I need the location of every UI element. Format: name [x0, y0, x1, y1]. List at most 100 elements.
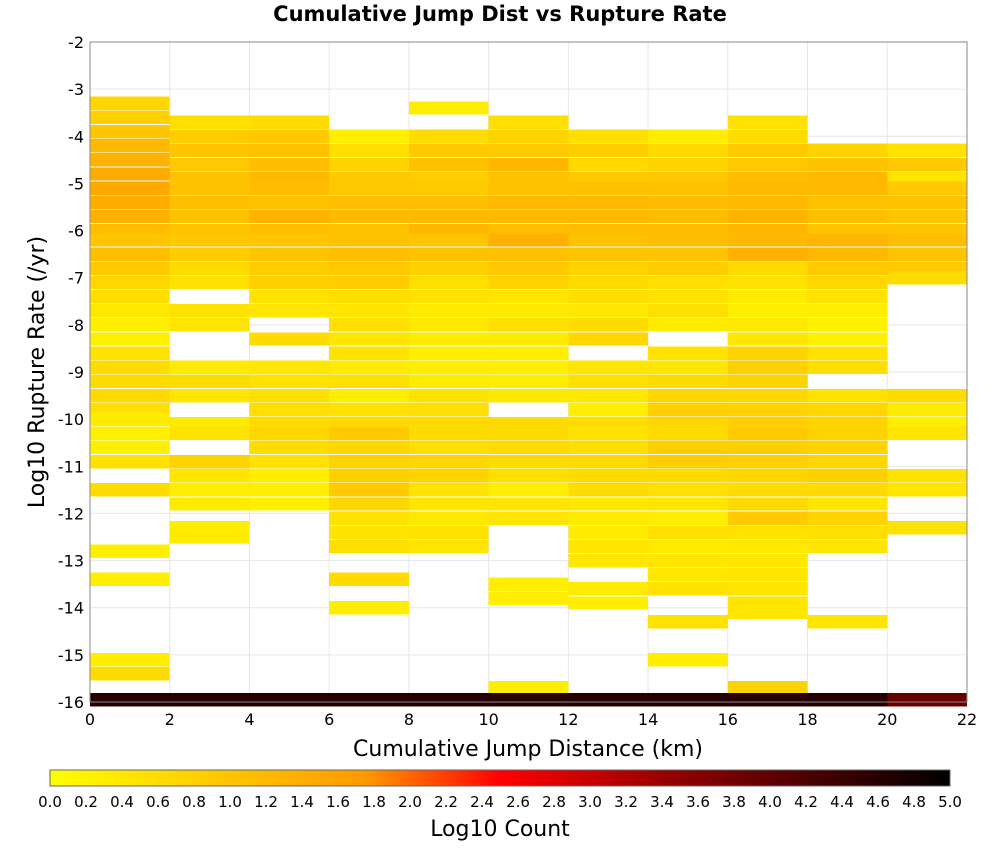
heatmap-cell [329, 600, 409, 615]
heatmap-cell [90, 96, 170, 111]
heatmap-cell [648, 143, 728, 158]
heatmap-cell [727, 567, 808, 582]
heatmap-cell [169, 209, 250, 224]
heatmap-cell [648, 454, 728, 469]
heatmap-cell [887, 270, 967, 285]
colorbar-tick-label: 3.6 [686, 793, 710, 811]
heatmap-cell [727, 681, 808, 695]
heatmap-cell [249, 275, 330, 290]
x-tick-label: 8 [404, 710, 414, 729]
heatmap-cell [408, 275, 489, 290]
heatmap-cell [887, 195, 967, 210]
heatmap-cell [648, 553, 728, 568]
heatmap-cell [887, 426, 967, 441]
heatmap-cell [488, 374, 569, 389]
heatmap-cell [727, 388, 808, 403]
heatmap-cell [408, 143, 489, 158]
colorbar-tick-labels: 0.0 0.2 0.4 0.6 0.8 1.0 1.2 1.4 1.6 1.8 2.0 2.2 2.4 2… [38, 793, 962, 811]
heatmap-cell [90, 261, 170, 276]
heatmap-cell [408, 195, 489, 210]
heatmap-cell [408, 101, 489, 115]
heatmap-cell [408, 468, 489, 483]
heatmap-cell [648, 129, 728, 144]
heatmap-cell [90, 483, 170, 497]
heatmap-cell [408, 692, 489, 707]
heatmap-cell [807, 332, 888, 346]
heatmap-cell [249, 303, 330, 318]
heatmap-cell [727, 143, 808, 158]
heatmap-cell [249, 468, 330, 483]
heatmap-cell [488, 195, 569, 210]
heatmap-cell [408, 511, 489, 525]
x-tick-label: 12 [558, 710, 578, 729]
heatmap-cell [727, 209, 808, 224]
y-tick-label: -5 [68, 174, 84, 193]
heatmap-cell [169, 157, 250, 172]
heatmap-cell [408, 426, 489, 441]
heatmap-cell [90, 412, 170, 426]
heatmap-cell [408, 525, 489, 540]
heatmap-cell [807, 497, 888, 511]
heatmap-cell [90, 233, 170, 247]
heatmap-cell [568, 525, 649, 540]
heatmap-cell [807, 289, 888, 304]
y-tick-label: -8 [68, 316, 84, 335]
heatmap-cell [727, 553, 808, 568]
y-tick-label: -7 [68, 269, 84, 288]
heatmap-cell [648, 388, 728, 403]
heatmap-cell [90, 153, 170, 167]
heatmap-cell [488, 591, 569, 606]
heatmap-cell [329, 303, 409, 318]
heatmap-cell [488, 577, 569, 591]
colorbar-tick-label: 4.4 [830, 793, 854, 811]
heatmap-cell [887, 247, 967, 261]
heatmap-cell [488, 692, 569, 707]
heatmap-cell [90, 374, 170, 389]
heatmap-cell [488, 143, 569, 158]
heatmap-cell [568, 582, 649, 596]
heatmap-cell [408, 402, 489, 417]
heatmap-cell [887, 692, 967, 707]
heatmap-cell [329, 233, 409, 247]
heatmap-cell [648, 233, 728, 247]
heatmap-cell [807, 261, 888, 276]
heatmap-cell [329, 497, 409, 511]
heatmap-cell [488, 332, 569, 346]
heatmap-cell [807, 318, 888, 332]
heatmap-cell [807, 525, 888, 540]
heatmap-cell [568, 209, 649, 224]
heatmap-cell [887, 483, 967, 497]
heatmap-cell [329, 143, 409, 158]
heatmap-cell [807, 360, 888, 375]
heatmap-cell [807, 426, 888, 441]
heatmap-cell [488, 247, 569, 261]
heatmap-cell [90, 440, 170, 455]
heatmap-cell [249, 143, 330, 158]
heatmap-cell [727, 605, 808, 620]
heatmap-cell [648, 303, 728, 318]
heatmap-cell [488, 303, 569, 318]
heatmap-cell [249, 440, 330, 455]
heatmap-cell [408, 346, 489, 360]
heatmap-cell [807, 181, 888, 195]
heatmap-cell [249, 289, 330, 304]
x-tick-label: 6 [324, 710, 334, 729]
heatmap-cell [249, 483, 330, 497]
heatmap-cell [648, 195, 728, 210]
heatmap-cell [90, 426, 170, 441]
colorbar-tick-label: 4.0 [758, 793, 782, 811]
heatmap-cell [90, 544, 170, 558]
y-tick-label: -11 [58, 457, 84, 476]
x-tick-label: 18 [797, 710, 817, 729]
colorbar-tick-label: 1.2 [254, 793, 278, 811]
colorbar-tick-label: 5.0 [938, 793, 962, 811]
heatmap-cell [488, 289, 569, 304]
y-axis-label: Log10 Rupture Rate (/yr) [25, 236, 50, 508]
heatmap-cell [488, 261, 569, 276]
heatmap-cell [169, 692, 250, 707]
colorbar-tick-label: 3.0 [578, 793, 602, 811]
heatmap-cell [727, 303, 808, 318]
heatmap-cell [568, 596, 649, 610]
heatmap-cell [329, 247, 409, 261]
heatmap-cell [488, 157, 569, 172]
